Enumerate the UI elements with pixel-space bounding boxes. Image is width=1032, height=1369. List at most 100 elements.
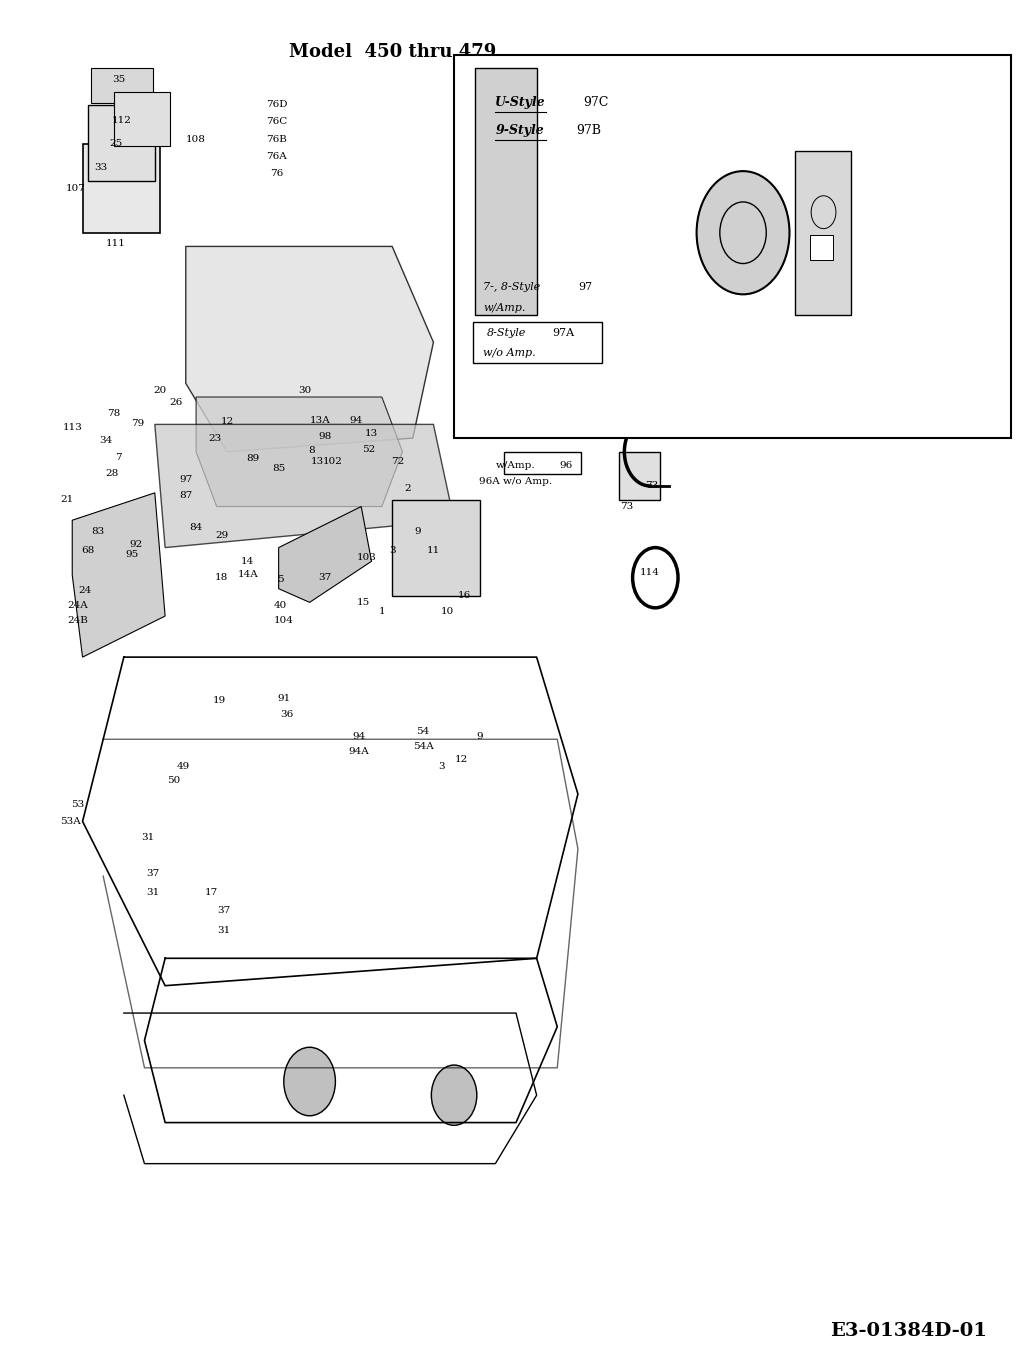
Bar <box>795 151 851 315</box>
Text: 94A: 94A <box>349 747 369 756</box>
Text: 53A: 53A <box>60 817 80 826</box>
Text: 25: 25 <box>109 140 122 148</box>
Text: 92: 92 <box>130 541 142 549</box>
Text: 19: 19 <box>214 697 226 705</box>
Text: 9: 9 <box>415 527 421 535</box>
Bar <box>88 105 155 181</box>
Text: 94: 94 <box>350 416 362 424</box>
Text: 108: 108 <box>186 136 206 144</box>
Text: 24: 24 <box>78 586 91 594</box>
Text: 14A: 14A <box>237 571 258 579</box>
Bar <box>504 452 581 474</box>
Text: 18: 18 <box>216 574 228 582</box>
Text: 31: 31 <box>147 888 159 897</box>
Text: 107: 107 <box>65 185 86 193</box>
Text: 87: 87 <box>180 491 192 500</box>
Bar <box>475 68 537 315</box>
Text: 36: 36 <box>281 711 293 719</box>
Text: 83: 83 <box>92 527 104 535</box>
Text: 76C: 76C <box>266 118 287 126</box>
Text: 9-Style: 9-Style <box>495 123 544 137</box>
Text: 76: 76 <box>270 170 283 178</box>
Text: 97: 97 <box>578 282 592 293</box>
Text: 31: 31 <box>218 927 230 935</box>
Bar <box>614 349 660 411</box>
Text: 1: 1 <box>379 608 385 616</box>
Text: 49: 49 <box>178 763 190 771</box>
Text: 96A w/o Amp.: 96A w/o Amp. <box>480 478 552 486</box>
Text: 20: 20 <box>154 386 166 394</box>
Text: 97B: 97B <box>576 123 601 137</box>
Text: 96: 96 <box>559 461 572 470</box>
Text: 13: 13 <box>365 430 378 438</box>
Text: 95: 95 <box>126 550 138 559</box>
Text: 54A: 54A <box>413 742 433 750</box>
Text: 29: 29 <box>216 531 228 539</box>
Text: 76D: 76D <box>266 100 287 108</box>
Text: 113: 113 <box>62 423 83 431</box>
Text: 14: 14 <box>241 557 254 565</box>
Text: 30: 30 <box>298 386 311 394</box>
Text: 13: 13 <box>312 457 324 465</box>
Text: 3: 3 <box>389 546 395 554</box>
Text: 73: 73 <box>646 401 658 409</box>
Text: 52: 52 <box>362 445 375 453</box>
Text: 97: 97 <box>180 475 192 483</box>
Text: 53: 53 <box>71 801 84 809</box>
Text: 102: 102 <box>322 457 343 465</box>
Text: 76A: 76A <box>266 152 287 160</box>
Text: w/Amp.: w/Amp. <box>483 303 525 314</box>
Text: 111: 111 <box>105 240 126 248</box>
Circle shape <box>431 1065 477 1125</box>
Text: 28: 28 <box>105 470 118 478</box>
Polygon shape <box>72 493 165 657</box>
Text: 84: 84 <box>190 523 202 531</box>
Text: 26: 26 <box>169 398 182 407</box>
Text: 16: 16 <box>458 591 471 600</box>
Text: 21: 21 <box>61 496 73 504</box>
Text: 112: 112 <box>111 116 132 125</box>
Bar <box>392 500 480 596</box>
Text: 76B: 76B <box>266 136 287 144</box>
Bar <box>114 92 170 146</box>
Text: 31: 31 <box>141 834 154 842</box>
Text: 10: 10 <box>442 608 454 616</box>
Text: 8: 8 <box>309 446 315 455</box>
Text: 33: 33 <box>95 163 107 171</box>
Text: 11: 11 <box>427 546 440 554</box>
Text: 79: 79 <box>131 419 143 427</box>
Text: 94: 94 <box>353 732 365 741</box>
Text: 72: 72 <box>391 457 404 465</box>
Text: 2: 2 <box>405 485 411 493</box>
Text: 68: 68 <box>82 546 94 554</box>
Text: 85: 85 <box>272 464 285 472</box>
Text: 50: 50 <box>167 776 180 784</box>
Bar <box>83 144 160 233</box>
Text: 17: 17 <box>205 888 218 897</box>
Text: 75A: 75A <box>581 433 602 441</box>
Polygon shape <box>196 397 402 507</box>
Text: 54: 54 <box>417 727 429 735</box>
Text: Model  450 thru 479: Model 450 thru 479 <box>289 42 495 62</box>
Text: 35: 35 <box>112 75 125 84</box>
Text: w/Amp.: w/Amp. <box>496 461 536 470</box>
Text: 75: 75 <box>585 418 598 426</box>
Text: w/o Amp.: w/o Amp. <box>483 348 536 359</box>
Text: E3-01384D-01: E3-01384D-01 <box>830 1321 987 1340</box>
Text: 37: 37 <box>147 869 159 878</box>
Text: 34: 34 <box>100 437 112 445</box>
Polygon shape <box>279 507 372 602</box>
Text: 37: 37 <box>319 574 331 582</box>
Text: 97A: 97A <box>552 327 574 338</box>
Text: 37: 37 <box>218 906 230 914</box>
Text: 73: 73 <box>620 502 633 511</box>
Circle shape <box>284 1047 335 1116</box>
Text: 5: 5 <box>278 575 284 583</box>
Text: 3: 3 <box>439 763 445 771</box>
Text: 91: 91 <box>278 694 290 702</box>
Text: 18.5": 18.5" <box>529 418 558 426</box>
Text: 7: 7 <box>116 453 122 461</box>
Text: 12: 12 <box>455 756 467 764</box>
Text: 9: 9 <box>477 732 483 741</box>
Text: 98: 98 <box>319 433 331 441</box>
